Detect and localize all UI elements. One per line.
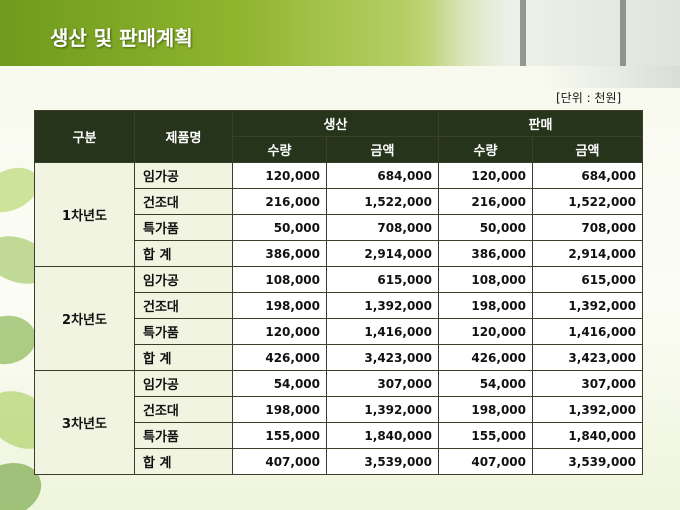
header-production: 생산: [232, 110, 439, 137]
sales-qty-cell: 155,000: [438, 422, 533, 449]
group-label: 2차년도: [34, 266, 135, 371]
product-cell: 합 계: [134, 448, 233, 475]
background-photo: [430, 0, 680, 66]
group-label: 3차년도: [34, 370, 135, 475]
sales-amount-cell: 1,392,000: [532, 292, 643, 319]
sales-qty-cell: 386,000: [438, 240, 533, 267]
production-amount-cell: 1,392,000: [326, 292, 439, 319]
product-cell: 특가품: [134, 214, 233, 241]
production-amount-cell: 3,423,000: [326, 344, 439, 371]
production-amount-cell: 2,914,000: [326, 240, 439, 267]
sales-qty-cell: 198,000: [438, 396, 533, 423]
sales-qty-cell: 50,000: [438, 214, 533, 241]
table-row: 3차년도 임가공 54,000 307,000 54,000 307,000: [34, 370, 643, 475]
sales-qty-cell: 120,000: [438, 318, 533, 345]
sales-amount-cell: 3,423,000: [532, 344, 643, 371]
production-amount-cell: 307,000: [326, 370, 439, 397]
production-qty-cell: 216,000: [232, 188, 327, 215]
production-qty-cell: 50,000: [232, 214, 327, 241]
table-row: 1차년도 임가공 120,000 684,000 120,000 684,000: [34, 162, 643, 267]
production-qty-cell: 198,000: [232, 292, 327, 319]
product-cell: 건조대: [134, 188, 233, 215]
table-row: 건조대 198,000 1,392,000 198,000 1,392,000: [35, 292, 643, 319]
sales-qty-cell: 108,000: [438, 266, 533, 293]
title-banner: [0, 0, 680, 66]
production-amount-cell: 615,000: [326, 266, 439, 293]
product-cell: 건조대: [134, 292, 233, 319]
sales-amount-cell: 708,000: [532, 214, 643, 241]
sales-amount-cell: 2,914,000: [532, 240, 643, 267]
sales-amount-cell: 684,000: [532, 162, 643, 189]
sales-amount-cell: 615,000: [532, 266, 643, 293]
sales-qty-cell: 216,000: [438, 188, 533, 215]
sales-amount-cell: 1,840,000: [532, 422, 643, 449]
header-product: 제품명: [134, 110, 233, 163]
product-cell: 특가품: [134, 422, 233, 449]
product-cell: 합 계: [134, 344, 233, 371]
header-production-qty: 수량: [232, 136, 327, 163]
background-photo-lower: [540, 66, 680, 88]
sales-qty-cell: 54,000: [438, 370, 533, 397]
production-sales-table: 구분 제품명 생산 판매 수량 금액 수량 금액 1차년도 임가공 120,00…: [34, 110, 643, 475]
sales-qty-cell: 198,000: [438, 292, 533, 319]
production-qty-cell: 54,000: [232, 370, 327, 397]
product-cell: 특가품: [134, 318, 233, 345]
sales-qty-cell: 407,000: [438, 448, 533, 475]
header-production-amount: 금액: [326, 136, 439, 163]
sales-amount-cell: 1,522,000: [532, 188, 643, 215]
production-amount-cell: 1,392,000: [326, 396, 439, 423]
sales-amount-cell: 307,000: [532, 370, 643, 397]
unit-note: [단위 : 천원]: [556, 91, 622, 105]
table-row: 건조대 216,000 1,522,000 216,000 1,522,000: [35, 188, 643, 215]
product-cell: 임가공: [134, 266, 233, 293]
table-row: 특가품 155,000 1,840,000 155,000 1,840,000: [35, 422, 643, 449]
production-qty-cell: 108,000: [232, 266, 327, 293]
production-qty-cell: 386,000: [232, 240, 327, 267]
sales-amount-cell: 3,539,000: [532, 448, 643, 475]
group-label: 1차년도: [34, 162, 135, 267]
page-title: 생산 및 판매계획: [50, 26, 193, 50]
table-row-total: 합 계 426,000 3,423,000 426,000 3,423,000: [35, 344, 643, 371]
table-row-total: 합 계 407,000 3,539,000 407,000 3,539,000: [35, 448, 643, 475]
production-amount-cell: 684,000: [326, 162, 439, 189]
production-qty-cell: 426,000: [232, 344, 327, 371]
production-amount-cell: 1,416,000: [326, 318, 439, 345]
sales-amount-cell: 1,392,000: [532, 396, 643, 423]
production-qty-cell: 155,000: [232, 422, 327, 449]
product-cell: 임가공: [134, 370, 233, 397]
product-cell: 임가공: [134, 162, 233, 189]
production-qty-cell: 120,000: [232, 318, 327, 345]
header-sales: 판매: [438, 110, 643, 137]
header-sales-amount: 금액: [532, 136, 643, 163]
product-cell: 합 계: [134, 240, 233, 267]
header-group: 구분: [34, 110, 135, 163]
production-qty-cell: 407,000: [232, 448, 327, 475]
sales-qty-cell: 426,000: [438, 344, 533, 371]
product-cell: 건조대: [134, 396, 233, 423]
production-qty-cell: 198,000: [232, 396, 327, 423]
table-row: 2차년도 임가공 108,000 615,000 108,000 615,000: [34, 266, 643, 371]
sales-qty-cell: 120,000: [438, 162, 533, 189]
production-amount-cell: 1,840,000: [326, 422, 439, 449]
production-amount-cell: 708,000: [326, 214, 439, 241]
production-amount-cell: 1,522,000: [326, 188, 439, 215]
table-row: 특가품 50,000 708,000 50,000 708,000: [35, 214, 643, 241]
production-amount-cell: 3,539,000: [326, 448, 439, 475]
header-sales-qty: 수량: [438, 136, 533, 163]
production-qty-cell: 120,000: [232, 162, 327, 189]
table-row-total: 합 계 386,000 2,914,000 386,000 2,914,000: [35, 240, 643, 267]
sales-amount-cell: 1,416,000: [532, 318, 643, 345]
